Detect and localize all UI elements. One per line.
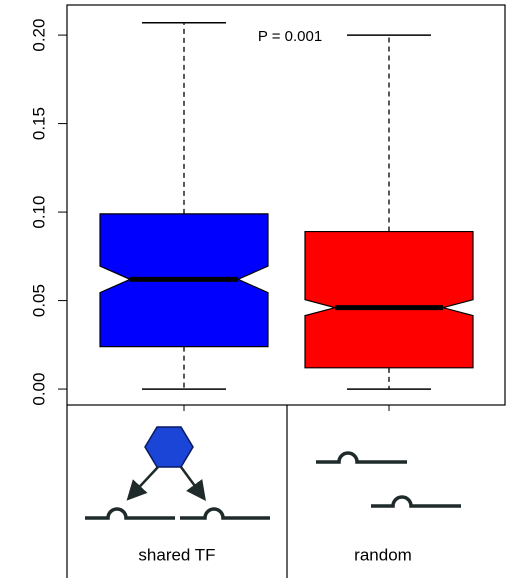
y-tick-label: 0.15 [29, 107, 48, 140]
y-tick-label: 0.05 [29, 284, 48, 317]
y-tick-label: 0.00 [29, 373, 48, 406]
arrow [179, 466, 206, 502]
plot-frame [66, 4, 506, 406]
tf-hexagon [144, 426, 194, 468]
gene [316, 451, 407, 464]
y-tick-label: 0.20 [29, 19, 48, 52]
x-tick-label: shared TF [138, 545, 215, 564]
gene [371, 495, 461, 508]
arrow [126, 466, 159, 501]
gene [85, 507, 175, 520]
gene [180, 507, 270, 520]
y-tick-label: 0.10 [29, 196, 48, 229]
schematic-panel [66, 405, 461, 578]
p-value-annotation: P = 0.001 [258, 28, 322, 45]
box [304, 230, 474, 369]
x-tick-label: random [354, 545, 412, 564]
